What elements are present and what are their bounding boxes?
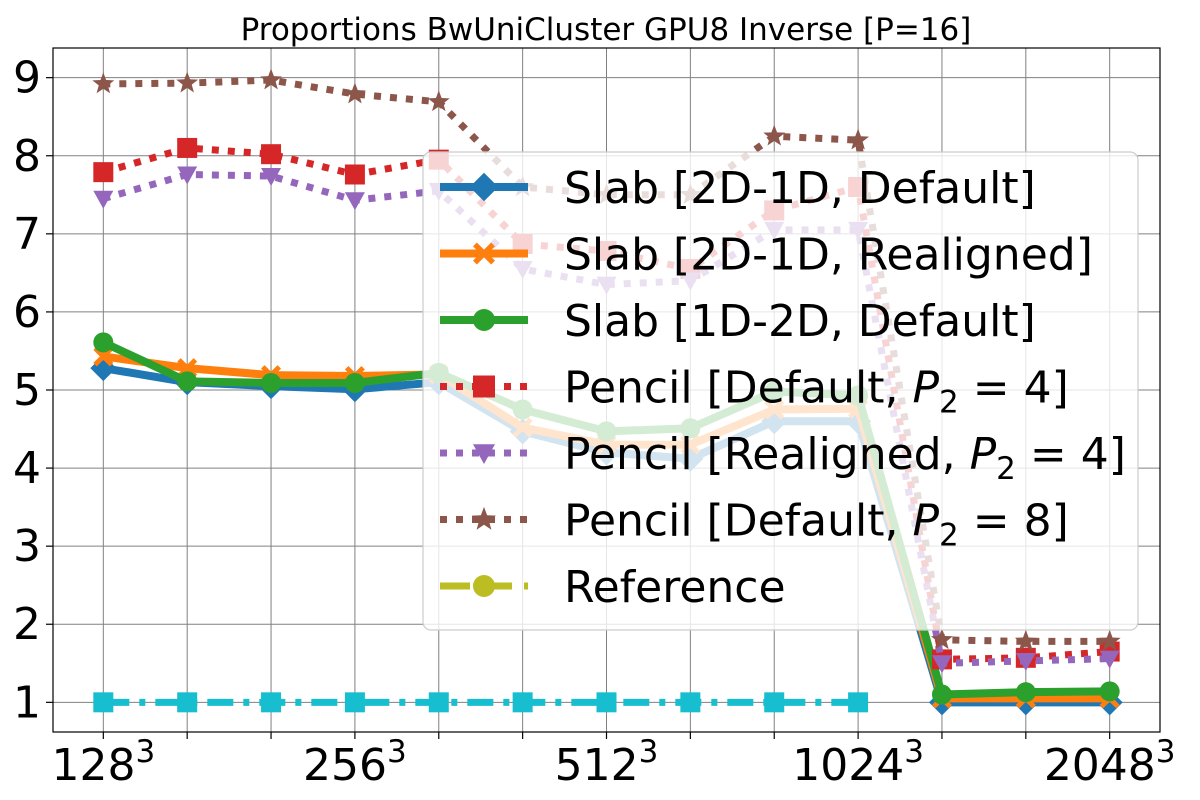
data-point	[428, 692, 449, 713]
data-point	[1015, 682, 1036, 703]
data-point	[596, 692, 617, 713]
ticks: 1 2 3 4 5 6 7 8 9 1283 2563 5123 10243 20483	[13, 53, 1176, 791]
legend-entry: Slab [2D-1D, Realigned]	[440, 230, 1093, 281]
legend-label: Reference	[564, 562, 786, 613]
data-point	[92, 72, 115, 94]
data-point	[1099, 681, 1120, 702]
y-tick-label: 6	[13, 287, 41, 338]
data-point	[261, 168, 282, 187]
data-point	[427, 90, 450, 112]
series-7	[93, 692, 869, 713]
data-point	[680, 692, 701, 713]
legend-marker	[473, 444, 495, 464]
data-point	[848, 692, 869, 713]
y-tick-label: 4	[13, 443, 41, 494]
x-tick-label: 10243	[792, 734, 924, 791]
legend-label: Slab [2D-1D, Default]	[564, 163, 1036, 214]
legend-marker	[473, 242, 495, 265]
y-tick-label: 7	[13, 209, 41, 260]
data-point	[1099, 650, 1120, 669]
data-point	[344, 692, 365, 713]
data-point	[344, 164, 365, 185]
legend-label: Pencil [Default, P2 = 8]	[564, 496, 1069, 554]
legend-marker	[469, 172, 499, 202]
data-point	[344, 372, 365, 393]
data-point	[344, 192, 365, 211]
legend-entry: Slab [2D-1D, Default]	[440, 163, 1036, 214]
chart-title: Proportions BwUniCluster GPU8 Inverse [P…	[241, 12, 972, 48]
legend-marker	[473, 375, 495, 398]
data-point	[93, 190, 114, 209]
x-tick-label: 1283	[51, 734, 155, 791]
data-point	[1014, 629, 1037, 651]
legend-entry: Pencil [Realigned, P2 = 4]	[440, 429, 1126, 487]
data-point	[1098, 629, 1121, 651]
legend-label: Slab [1D-2D, Default]	[564, 296, 1036, 347]
data-point	[847, 128, 870, 150]
x-tick-label: 20483	[1044, 734, 1176, 791]
y-tick-label: 1	[13, 677, 41, 728]
legend-entry: Pencil [Default, P2 = 4]	[440, 363, 1069, 421]
legend-marker	[473, 309, 495, 331]
data-point	[177, 371, 198, 392]
data-point	[343, 82, 366, 104]
legend-box	[422, 151, 1139, 631]
data-point	[931, 655, 952, 674]
data-point	[177, 137, 198, 158]
y-tick-label: 8	[13, 131, 41, 182]
x-tick-label: 2563	[303, 734, 407, 791]
data-point	[931, 628, 953, 650]
y-tick-label: 5	[13, 365, 41, 416]
legend-label: Pencil [Realigned, P2 = 4]	[564, 429, 1126, 487]
data-point	[1015, 652, 1036, 671]
data-point	[93, 332, 114, 353]
data-point	[931, 684, 952, 705]
legend-entry: Pencil [Default, P2 = 8]	[440, 496, 1069, 554]
legend: Slab [2D-1D, Default] Slab [2D-1D, Realig…	[422, 151, 1139, 631]
y-tick-label: 9	[13, 53, 41, 104]
data-point	[261, 692, 282, 713]
data-point	[93, 692, 114, 713]
data-point	[93, 162, 114, 183]
series-5	[92, 68, 1121, 651]
data-point	[260, 68, 282, 90]
data-point	[763, 124, 786, 146]
data-point	[512, 692, 533, 713]
data-point	[177, 692, 198, 713]
data-point	[177, 166, 198, 185]
data-point	[176, 71, 199, 93]
legend-label: Slab [2D-1D, Realigned]	[564, 230, 1093, 281]
data-point	[261, 372, 282, 393]
x-tick-label: 5123	[555, 734, 659, 791]
data-point	[261, 144, 282, 165]
legend-entry: Slab [1D-2D, Default]	[440, 296, 1036, 347]
legend-entry: Reference	[440, 562, 786, 613]
legend-marker	[473, 575, 495, 597]
y-tick-label: 3	[13, 521, 41, 572]
data-point	[93, 346, 114, 367]
data-point	[764, 692, 785, 713]
y-tick-label: 2	[13, 599, 41, 650]
legend-label: Pencil [Default, P2 = 4]	[564, 363, 1069, 421]
legend-marker	[471, 506, 497, 530]
